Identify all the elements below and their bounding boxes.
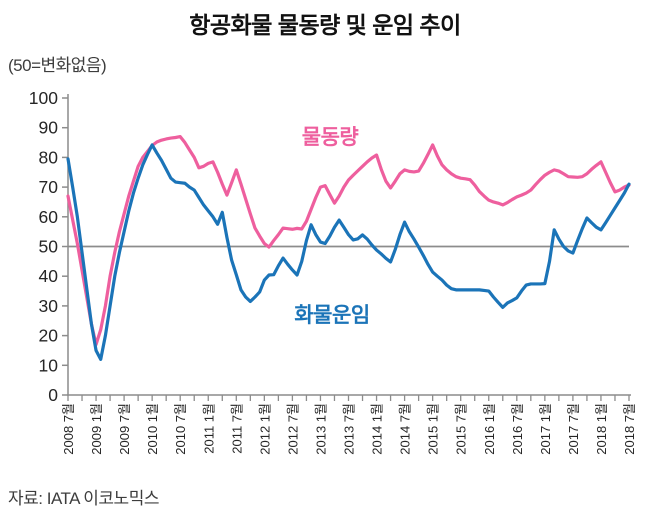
x-tick-label: 2009 7월: [117, 403, 132, 455]
x-tick-label: 2015 7월: [454, 403, 469, 455]
volume-line: [66, 135, 631, 347]
x-tick-label: 2014 7월: [398, 403, 413, 455]
legend-freight-label: 화물운임: [294, 304, 369, 327]
axes-layer: 0 10 20 30 40 50 60 70 80 90 100 2008 7월 2009 1월 2009…: [29, 88, 637, 455]
y-tick-label: 100: [29, 88, 58, 108]
x-tick-label: 2015 1월: [426, 403, 441, 455]
x-tick-label: 2018 1월: [594, 403, 609, 455]
source-note: 자료: IATA 이코노믹스: [8, 489, 159, 508]
x-tick-label: 2008 7월: [61, 403, 76, 455]
y-tick-label: 20: [39, 326, 59, 346]
x-tick-label: 2012 7월: [285, 403, 300, 455]
y-tick-label: 40: [39, 266, 59, 286]
x-tick-label: 2014 1월: [370, 403, 385, 455]
x-tick-label: 2017 1월: [538, 403, 553, 455]
x-tick-label: 2016 7월: [510, 403, 525, 455]
y-tick-label: 10: [39, 355, 59, 375]
freight-line: [66, 143, 631, 361]
series-layer: [66, 135, 631, 361]
y-tick-label: 50: [39, 237, 59, 257]
page-title: 항공화물 물동량 및 운임 추이: [189, 12, 461, 38]
x-tick-label: 2011 7월: [229, 403, 244, 454]
x-tick-label: 2018 7월: [622, 403, 637, 455]
legend-volume-label: 물동량: [302, 126, 359, 149]
y-tick-label: 60: [39, 207, 59, 227]
x-tick-label: 2017 7월: [566, 403, 581, 455]
x-tick-label: 2010 7월: [173, 403, 188, 455]
y-tick-label: 30: [39, 296, 59, 316]
x-tick-label: 2009 1월: [89, 403, 104, 455]
y-tick-label: 70: [39, 177, 59, 197]
y-tick-label: 0: [48, 385, 58, 405]
x-tick-label: 2010 1월: [145, 403, 160, 455]
y-tick-label: 80: [39, 147, 59, 167]
x-tick-label: 2013 7월: [342, 403, 357, 455]
x-tick-label: 2016 1월: [482, 403, 497, 455]
x-tick-label: 2011 1월: [201, 403, 216, 454]
y-tick-label: 90: [39, 118, 59, 138]
x-tick-label: 2012 1월: [257, 403, 272, 455]
x-tick-label: 2013 1월: [313, 403, 328, 455]
chart-subtitle: (50=변화없음): [8, 56, 107, 75]
